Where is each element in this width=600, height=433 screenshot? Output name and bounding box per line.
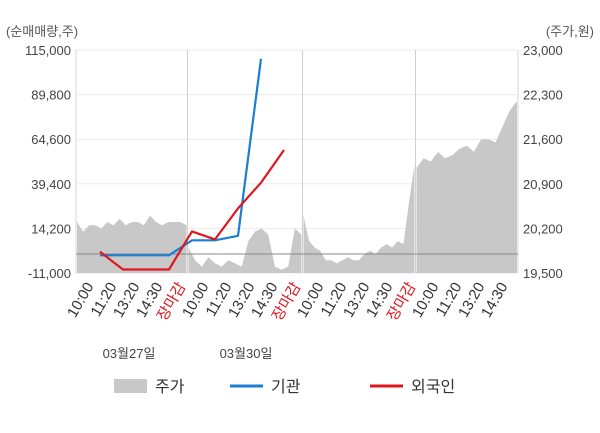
right-tick-label: 19,500 [523,266,563,281]
left-axis-label: (순매매량,주) [6,24,78,39]
legend-label: 기관 [271,378,301,396]
left-tick-label: 14,200 [31,221,71,236]
right-tick-label: 20,200 [523,221,563,236]
right-tick-label: 21,600 [523,132,563,147]
price-area-day-4 [416,101,517,273]
legend-label: 외국인 [411,378,455,396]
series-line-기관 [100,58,263,257]
right-tick-label: 23,000 [523,43,563,58]
left-tick-label: 64,600 [31,132,71,147]
left-tick-label: 89,800 [31,88,71,103]
legend-swatch-price [114,379,147,393]
right-tick-label: 20,900 [523,177,563,192]
price-area-day-2 [188,228,302,273]
right-tick-label: 22,300 [523,88,563,103]
price-area-day-1 [77,215,187,273]
legend-label: 주가 [155,378,185,396]
series-line-외국인 [99,149,285,271]
date-label: 03월27일 [103,346,156,361]
left-tick-label: 39,400 [31,177,71,192]
left-tick-label: 115,000 [25,43,71,58]
left-tick-label: -11,000 [28,266,71,281]
date-label: 03월30일 [220,346,273,361]
right-axis-label: (주가,원) [546,24,594,39]
price-area-day-3 [303,164,415,273]
